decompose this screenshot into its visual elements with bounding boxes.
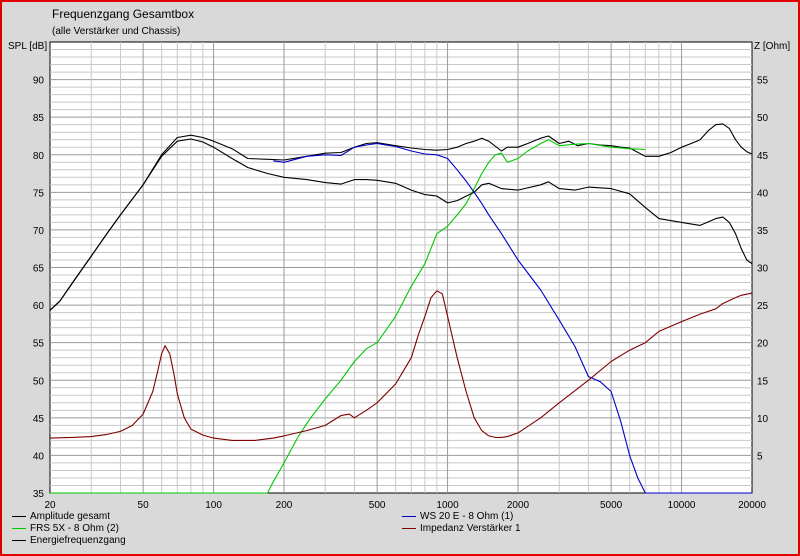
y2-tick-label: 55 — [757, 76, 769, 87]
legend-item: WS 20 E - 8 Ohm (1) — [402, 511, 513, 522]
y2-tick-label: 40 — [757, 188, 769, 199]
y-tick-label: 60 — [33, 301, 45, 312]
series-layer — [49, 123, 753, 494]
chart-subtitle: (alle Verstärker und Chassis) — [52, 26, 180, 37]
y2-tick-label: 15 — [757, 376, 769, 387]
y2-tick-label: 45 — [757, 151, 769, 162]
y-tick-label: 35 — [33, 489, 45, 500]
x-tick-label: 5000 — [600, 500, 623, 511]
legend-label: Impedanz Verstärker 1 — [420, 523, 521, 534]
legend-label: FRS 5X - 8 Ohm (2) — [30, 523, 119, 534]
y-tick-label: 90 — [33, 76, 45, 87]
x-tick-label: 20000 — [738, 500, 766, 511]
legend-item: FRS 5X - 8 Ohm (2) — [12, 523, 119, 534]
y-tick-label: 70 — [33, 226, 45, 237]
y2-tick-label: 10 — [757, 414, 769, 425]
x-tick-label: 1000 — [436, 500, 459, 511]
legend-swatch — [402, 515, 416, 517]
y2-tick-label: 20 — [757, 339, 769, 350]
x-tick-label: 200 — [276, 500, 293, 511]
y-tick-label: 85 — [33, 113, 45, 124]
y2-tick-label: 35 — [757, 226, 769, 237]
legend-item: Impedanz Verstärker 1 — [402, 523, 521, 534]
grid — [50, 42, 752, 493]
series-line-2 — [49, 138, 753, 311]
y2-axis-label: Z [Ohm] — [754, 41, 790, 52]
x-tick-label: 20 — [44, 500, 56, 511]
y2-tick-label: 30 — [757, 264, 769, 275]
y-tick-label: 65 — [33, 264, 45, 275]
y-tick-label: 40 — [33, 451, 45, 462]
series-line-3 — [273, 142, 752, 494]
y-tick-label: 45 — [33, 414, 45, 425]
legend-swatch — [12, 515, 26, 517]
y2-tick-label: 5 — [757, 451, 763, 462]
legend-swatch — [12, 539, 26, 541]
y-tick-label: 50 — [33, 376, 45, 387]
y-tick-label: 75 — [33, 188, 45, 199]
legend-label: Amplitude gesamt — [30, 511, 111, 522]
tick-labels: 20 50 100 200 500 1000 2000 5000 10000 20000 35 40 4… — [33, 76, 769, 511]
legend-swatch — [12, 527, 26, 529]
legend-item: Energiefrequenzgang — [12, 535, 126, 546]
y-axis-label: SPL [dB] — [8, 41, 47, 52]
y2-tick-label: 25 — [757, 301, 769, 312]
y-tick-label: 55 — [33, 339, 45, 350]
series-line-1 — [50, 139, 646, 494]
x-tick-label: 2000 — [507, 500, 530, 511]
x-tick-label: 500 — [369, 500, 386, 511]
x-tick-label: 10000 — [668, 500, 696, 511]
legend-item: Amplitude gesamt — [12, 511, 110, 522]
x-tick-label: 100 — [205, 500, 222, 511]
x-tick-label: 50 — [138, 500, 150, 511]
y2-tick-label: 50 — [757, 113, 769, 124]
chart-title: Frequenzgang Gesamtbox — [52, 7, 194, 21]
legend-label: WS 20 E - 8 Ohm (1) — [420, 511, 514, 522]
y-tick-label: 80 — [33, 151, 45, 162]
legend-swatch — [402, 527, 416, 529]
legend-label: Energiefrequenzgang — [30, 535, 126, 546]
series-line-4 — [49, 290, 753, 441]
series-line-0 — [49, 123, 753, 311]
